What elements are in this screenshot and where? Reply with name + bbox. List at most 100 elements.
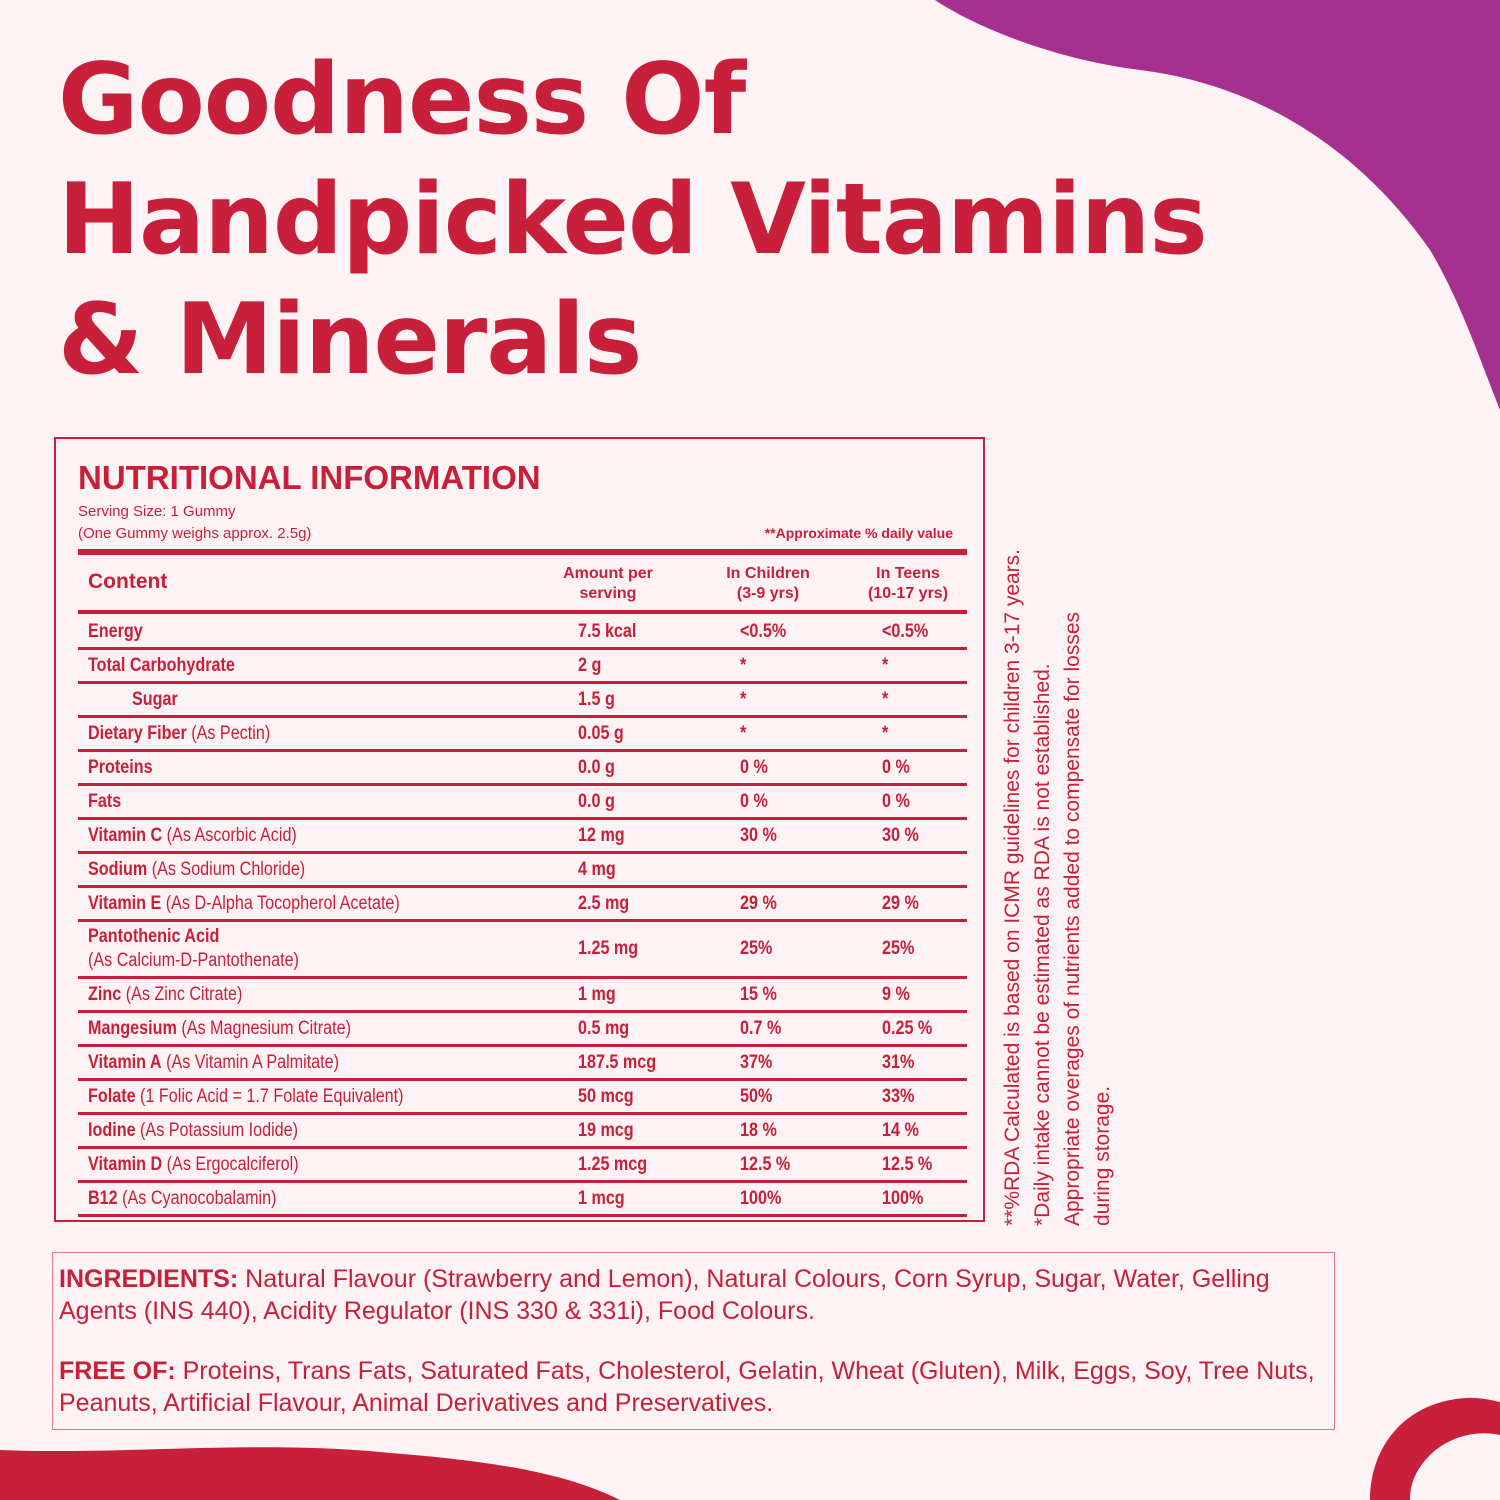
nutrient-row: Vitamin C (As Ascorbic Acid) 12 mg 30 % 30 … [78,820,967,854]
column-header-amount-line2: serving [579,585,637,602]
nutrient-label: Mangesium [88,1018,177,1039]
teens-daily-value: 29 % [882,893,925,915]
nutrient-label: Sodium [88,859,148,880]
nutrient-detail: (As Pectin) [186,723,271,744]
nutrient-amount: 1 mcg [578,1188,633,1210]
nutrient-detail: (As Ascorbic Acid) [162,825,297,846]
teens-daily-value: 0 % [882,757,915,779]
children-daily-value-text: 12.5 % [740,1154,791,1175]
nutrient-row: Iodine (As Potassium Iodide) 19 mcg 18 % 14… [78,1115,967,1149]
nutrient-row: Sodium (As Sodium Chloride) 4 mg [78,854,967,888]
nutrient-amount: 2 g [578,655,605,677]
nutrient-amount-text: 2.5 mg [578,893,630,914]
nutrient-row: Dietary Fiber (As Pectin) 0.05 g * * [78,718,967,752]
teens-daily-value-text: <0.5% [882,621,929,642]
nutrient-amount: 12 mg [578,825,633,847]
children-daily-value: 25% [740,938,778,960]
nutrient-amount: 7.5 kcal [578,621,647,643]
footnote-rda-basis: **%RDA Calculated is based on ICMR guide… [1001,548,1024,1226]
nutrient-label: Energy [88,621,143,642]
teens-daily-value-text: 31% [882,1052,915,1073]
children-daily-value: 0.7 % [740,1018,789,1040]
nutrient-name: Sodium (As Sodium Chloride) [88,859,344,881]
nutrient-amount: 4 mg [578,859,622,881]
nutrient-row: Folate (1 Folic Acid = 1.7 Folate Equiva… [78,1081,967,1115]
nutrient-detail: (As D-Alpha Tocopherol Acetate) [161,893,400,914]
column-header-rule [78,610,967,614]
children-daily-value: 37% [740,1052,778,1074]
nutrition-title: NUTRITIONAL INFORMATION [78,459,541,496]
teens-daily-value: 12.5 % [882,1154,941,1176]
children-daily-value-text: 50% [740,1086,773,1107]
headline-line-1: Goodness Of [58,43,746,157]
nutrient-row: Mangesium (As Magnesium Citrate) 0.5 mg 0.… [78,1013,967,1047]
free-of-text: Proteins, Trans Fats, Saturated Fats, Ch… [59,1357,1315,1417]
children-daily-value-text: * [740,723,747,744]
serving-weight: (One Gummy weighs approx. 2.5g) [78,525,312,542]
nutrient-label: Iodine [88,1120,136,1141]
nutrient-row: Energy 7.5 kcal <0.5% <0.5% [78,616,967,650]
children-daily-value-text: 29 % [740,893,777,914]
nutrient-amount-text: 19 mcg [578,1120,634,1141]
teens-daily-value: 100% [882,1188,931,1210]
nutrient-label: Sugar [132,689,178,710]
children-daily-value: 0 % [740,791,773,813]
free-of-label: FREE OF: [59,1357,176,1385]
nutrient-amount: 0.05 g [578,723,632,745]
nutrient-name: Vitamin C (As Ascorbic Acid) [88,825,334,847]
nutrient-amount-text: 0.0 g [578,791,615,812]
nutrient-amount: 0.0 g [578,791,621,813]
nutrient-label: Vitamin C [88,825,163,846]
nutrient-amount: 0.0 g [578,757,621,779]
teens-daily-value-text: * [882,655,889,676]
nutrient-row: Fats 0.0 g 0 % 0 % [78,786,967,820]
children-daily-value-text: 37% [740,1052,773,1073]
teens-daily-value-text: 33% [882,1086,915,1107]
nutrient-amount: 0.5 mg [578,1018,638,1040]
nutrient-amount: 1.25 mg [578,938,649,960]
nutrient-name: Fats [88,791,127,813]
nutrient-name: Folate (1 Folic Acid = 1.7 Folate Equiva… [88,1086,459,1108]
teens-daily-value-text: 29 % [882,893,919,914]
nutrient-name: Vitamin D (As Ergocalciferol) [88,1154,336,1176]
children-daily-value: 50% [740,1086,778,1108]
children-daily-value-text: 0 % [740,757,768,778]
nutrient-label: Zinc [88,984,122,1005]
nutrient-detail: (As Vitamin A Palmitate) [161,1052,340,1073]
nutrient-name: Dietary Fiber (As Pectin) [88,723,302,745]
teens-daily-value-text: 0.25 % [882,1018,933,1039]
nutrient-name: Total Carbohydrate [88,655,261,677]
ingredients-panel: INGREDIENTS: Natural Flavour (Strawberry… [52,1252,1335,1430]
nutrient-amount-text: 0.0 g [578,757,615,778]
page-headline: Goodness Of Handpicked Vitamins & Minera… [58,40,1358,400]
nutrient-amount: 1.5 g [578,689,621,711]
nutrient-detail: (As Potassium Iodide) [135,1120,299,1141]
ingredients-label: INGREDIENTS: [59,1265,239,1293]
column-header-teens-line1: In Teens [876,565,940,582]
teens-daily-value: * [882,689,889,711]
nutrient-label: Proteins [88,757,153,778]
nutrient-detail: (As Zinc Citrate) [121,984,243,1005]
nutrient-row: Vitamin A (As Vitamin A Palmitate) 187.5 … [78,1047,967,1081]
column-header-amount: Amount per serving [556,564,660,604]
nutrient-label: Folate [88,1086,136,1107]
children-daily-value-text: 18 % [740,1120,777,1141]
children-daily-value-text: * [740,689,747,710]
column-header-teens: In Teens (10-17 yrs) [856,564,960,604]
nutrient-row: Pantothenic Acid (As Calcium-D-Pantothena… [78,922,967,979]
children-daily-value: 30 % [740,825,783,847]
nutrient-amount-text: 1.25 mcg [578,1154,648,1175]
children-daily-value: 0 % [740,757,773,779]
teens-daily-value: 0.25 % [882,1018,941,1040]
nutrient-amount: 1 mg [578,984,622,1006]
children-daily-value: * [740,689,747,711]
children-daily-value: 12.5 % [740,1154,799,1176]
teens-daily-value: 14 % [882,1120,925,1142]
children-daily-value-text: 0 % [740,791,768,812]
teens-daily-value: 25% [882,938,920,960]
nutrient-amount: 2.5 mg [578,893,638,915]
children-daily-value: * [740,723,747,745]
nutrient-name: Pantothenic Acid (As Calcium-D-Pantothena… [88,925,336,973]
red-wave-decoration [0,1447,620,1500]
nutrient-label: B12 [88,1188,118,1209]
